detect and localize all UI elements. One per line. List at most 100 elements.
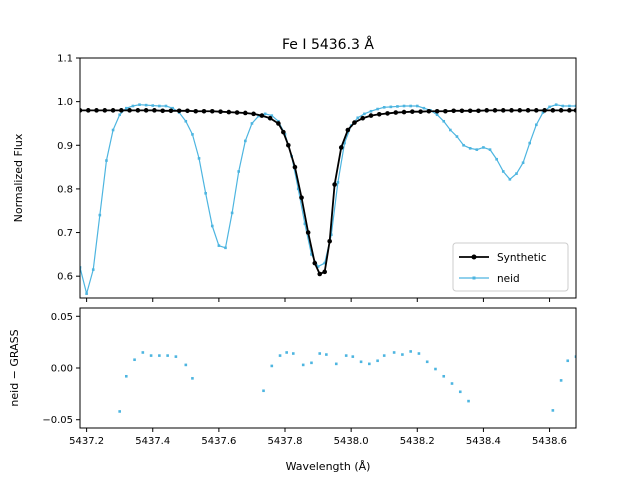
x-tick-label: 5438.0 [334, 436, 369, 447]
synthetic-point [143, 108, 149, 113]
neid-point [515, 172, 518, 175]
x-tick-label: 5438.6 [532, 436, 567, 447]
neid-point [250, 122, 254, 125]
neid-point [257, 114, 260, 118]
synthetic-point [176, 108, 182, 114]
neid-point [85, 292, 88, 295]
neid-point [475, 148, 479, 151]
residual-point [382, 354, 386, 357]
x-tick-label: 5437.8 [268, 436, 303, 447]
residual-point [270, 364, 274, 368]
legend-synthetic-label: Synthetic [497, 252, 547, 264]
synthetic-point [484, 108, 490, 113]
top-y-tick-label: 0.6 [57, 272, 73, 283]
legend-box [452, 242, 569, 292]
synthetic-point [317, 271, 323, 277]
legend-synthetic-marker [471, 254, 477, 260]
synthetic-point [127, 108, 132, 113]
bottom-y-tick-label: −0.05 [42, 415, 73, 426]
residual-point [551, 409, 555, 412]
top-axes-frame [79, 57, 577, 299]
residual-point [434, 367, 437, 371]
neid-point [455, 135, 459, 138]
residual-point [417, 352, 421, 355]
bottom-plot-area: −0.05 0.00 0.05 5437.2 5437.4 5437.6 5437.8 543… [8, 307, 577, 473]
synthetic-point [476, 108, 481, 114]
neid-point [138, 103, 141, 106]
neid-point [409, 104, 412, 108]
residual-point [166, 354, 169, 357]
top-y-tick-label: 1.1 [57, 54, 73, 65]
synthetic-point [119, 108, 124, 113]
neid-point [224, 246, 227, 250]
residual-point [467, 399, 470, 403]
synthetic-point [467, 108, 473, 114]
synthetic-point [558, 108, 564, 113]
neid-point [184, 119, 188, 123]
residual-point [191, 377, 194, 380]
synthetic-point [509, 108, 514, 113]
neid-point [449, 128, 452, 132]
legend: Synthetic neid [452, 242, 569, 292]
neid-point [111, 128, 115, 132]
neid-point [296, 187, 300, 191]
top-y-axis-label: Normalized Flux [12, 133, 25, 222]
neid-point [204, 191, 207, 195]
neid-point [528, 141, 532, 145]
residual-point [392, 351, 396, 354]
residual-point [344, 354, 348, 357]
neid-point [197, 157, 201, 160]
synthetic-point [434, 108, 440, 114]
x-tick-label: 5438.4 [466, 436, 501, 447]
residual-point [425, 360, 429, 364]
synthetic-point [234, 110, 240, 115]
top-y-tick-label: 0.7 [57, 228, 73, 239]
neid-point [369, 109, 373, 113]
neid-point [415, 104, 419, 108]
synthetic-point [286, 142, 291, 148]
synthetic-point [410, 109, 415, 114]
synthetic-point [226, 109, 232, 115]
neid-point [568, 104, 571, 108]
synthetic-point [94, 108, 99, 113]
synthetic-point [80, 108, 83, 113]
synthetic-point [168, 108, 174, 114]
neid-point [237, 170, 241, 173]
neid-point [535, 123, 538, 127]
synthetic-point [500, 108, 506, 113]
residual-point [278, 354, 282, 357]
synthetic-point [110, 108, 116, 113]
synthetic-point [276, 121, 281, 126]
synthetic-point [550, 108, 556, 113]
x-tick-label: 5437.2 [69, 436, 104, 447]
neid-point [462, 143, 465, 147]
neid-point [263, 112, 267, 116]
bottom-data-layer [118, 350, 576, 413]
synthetic-point [426, 108, 432, 114]
residual-point [401, 353, 404, 356]
synthetic-point [360, 115, 366, 121]
neid-point [521, 161, 525, 165]
neid-point [323, 261, 326, 265]
legend-neid-marker [472, 276, 476, 280]
bottom-y-tick-label: 0.05 [51, 312, 73, 323]
synthetic-point [135, 108, 141, 113]
residual-point [124, 374, 128, 378]
synthetic-point [393, 110, 399, 115]
residual-point [376, 359, 379, 363]
synthetic-point [299, 195, 304, 200]
x-axis-label: Wavelength (Å) [286, 460, 371, 473]
synthetic-point [525, 108, 531, 113]
residual-point [118, 410, 121, 413]
neid-point [541, 111, 545, 114]
top-plot-area: 0.6 0.7 0.8 0.9 1.0 1.1 Normalized Flux Synth… [12, 54, 577, 302]
synthetic-point [209, 108, 215, 114]
neid-point [191, 133, 194, 136]
neid-point [171, 106, 174, 110]
neid-point [488, 148, 492, 151]
residual-point [334, 362, 338, 366]
residual-point [351, 355, 355, 358]
synthetic-point [345, 127, 351, 133]
synthetic-point [85, 108, 91, 113]
